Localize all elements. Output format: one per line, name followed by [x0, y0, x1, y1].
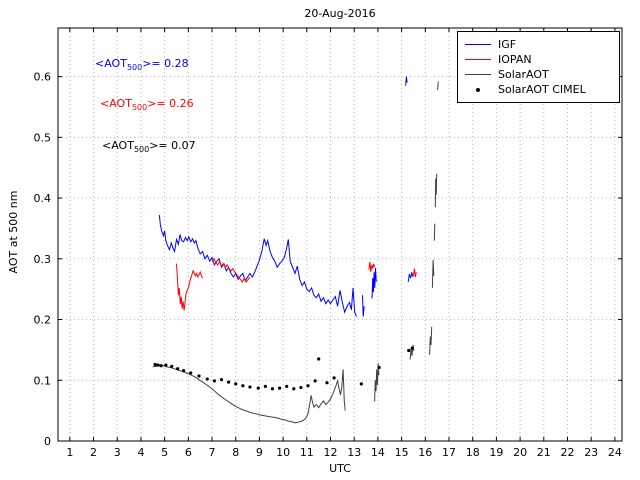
x-tick-label: 14	[371, 446, 385, 459]
x-axis-label: UTC	[329, 462, 351, 475]
y-tick-label: 0.6	[34, 71, 52, 84]
legend-line-marker	[462, 44, 494, 45]
y-tick-label: 0.5	[34, 131, 52, 144]
x-tick-label: 24	[608, 446, 622, 459]
x-tick-label: 4	[137, 446, 144, 459]
legend: IGF IOPAN SolarAOT SolarAOT CIMEL	[457, 31, 620, 103]
x-tick-label: 19	[489, 446, 503, 459]
x-tick-label: 8	[232, 446, 239, 459]
x-tick-label: 1	[66, 446, 73, 459]
x-tick-label: 10	[276, 446, 290, 459]
x-tick-label: 23	[584, 446, 598, 459]
x-tick-label: 7	[209, 446, 216, 459]
legend-entry: IOPAN	[462, 52, 615, 67]
x-tick-label: 11	[300, 446, 314, 459]
x-tick-label: 5	[161, 446, 168, 459]
legend-entry: SolarAOT CIMEL	[462, 82, 615, 97]
x-tick-label: 20	[513, 446, 527, 459]
legend-label: IOPAN	[498, 53, 532, 66]
x-tick-label: 17	[442, 446, 456, 459]
x-tick-label: 3	[114, 446, 121, 459]
tick-labels: 1 2 3 4 5 6 7 8 9 10 11 12 13 14 15 16 17 18 19 20 21 22 23 240…	[34, 71, 622, 459]
chart-title: 20-Aug-2016	[304, 7, 376, 20]
y-tick-label: 0	[44, 435, 51, 448]
series-igf	[158, 76, 414, 317]
legend-line-marker	[462, 74, 494, 75]
x-tick-label: 18	[466, 446, 480, 459]
x-tick-label: 15	[395, 446, 409, 459]
plot-frame	[57, 27, 623, 442]
y-axis-label: AOT at 500 nm	[7, 190, 20, 274]
series-solaraot-cimel	[153, 346, 414, 391]
legend-label: IGF	[498, 38, 517, 51]
y-tick-label: 0.3	[34, 253, 52, 266]
x-tick-label: 12	[324, 446, 338, 459]
y-tick-label: 0.1	[34, 374, 52, 387]
x-tick-label: 6	[185, 446, 192, 459]
x-tick-label: 13	[347, 446, 361, 459]
y-tick-label: 0.2	[34, 314, 52, 327]
legend-dot-marker	[462, 87, 494, 92]
legend-entry: SolarAOT	[462, 67, 615, 82]
x-tick-label: 16	[418, 446, 432, 459]
legend-label: SolarAOT	[498, 68, 549, 81]
legend-line-marker	[462, 59, 494, 60]
x-tick-label: 21	[537, 446, 551, 459]
x-tick-label: 9	[256, 446, 263, 459]
legend-label: SolarAOT CIMEL	[498, 83, 586, 96]
series-iopan	[176, 257, 417, 311]
x-tick-label: 2	[90, 446, 97, 459]
y-tick-label: 0.4	[34, 192, 52, 205]
x-tick-label: 22	[560, 446, 574, 459]
axis-ticks	[58, 28, 622, 442]
series-solaraot	[152, 81, 439, 424]
legend-entry: IGF	[462, 37, 615, 52]
